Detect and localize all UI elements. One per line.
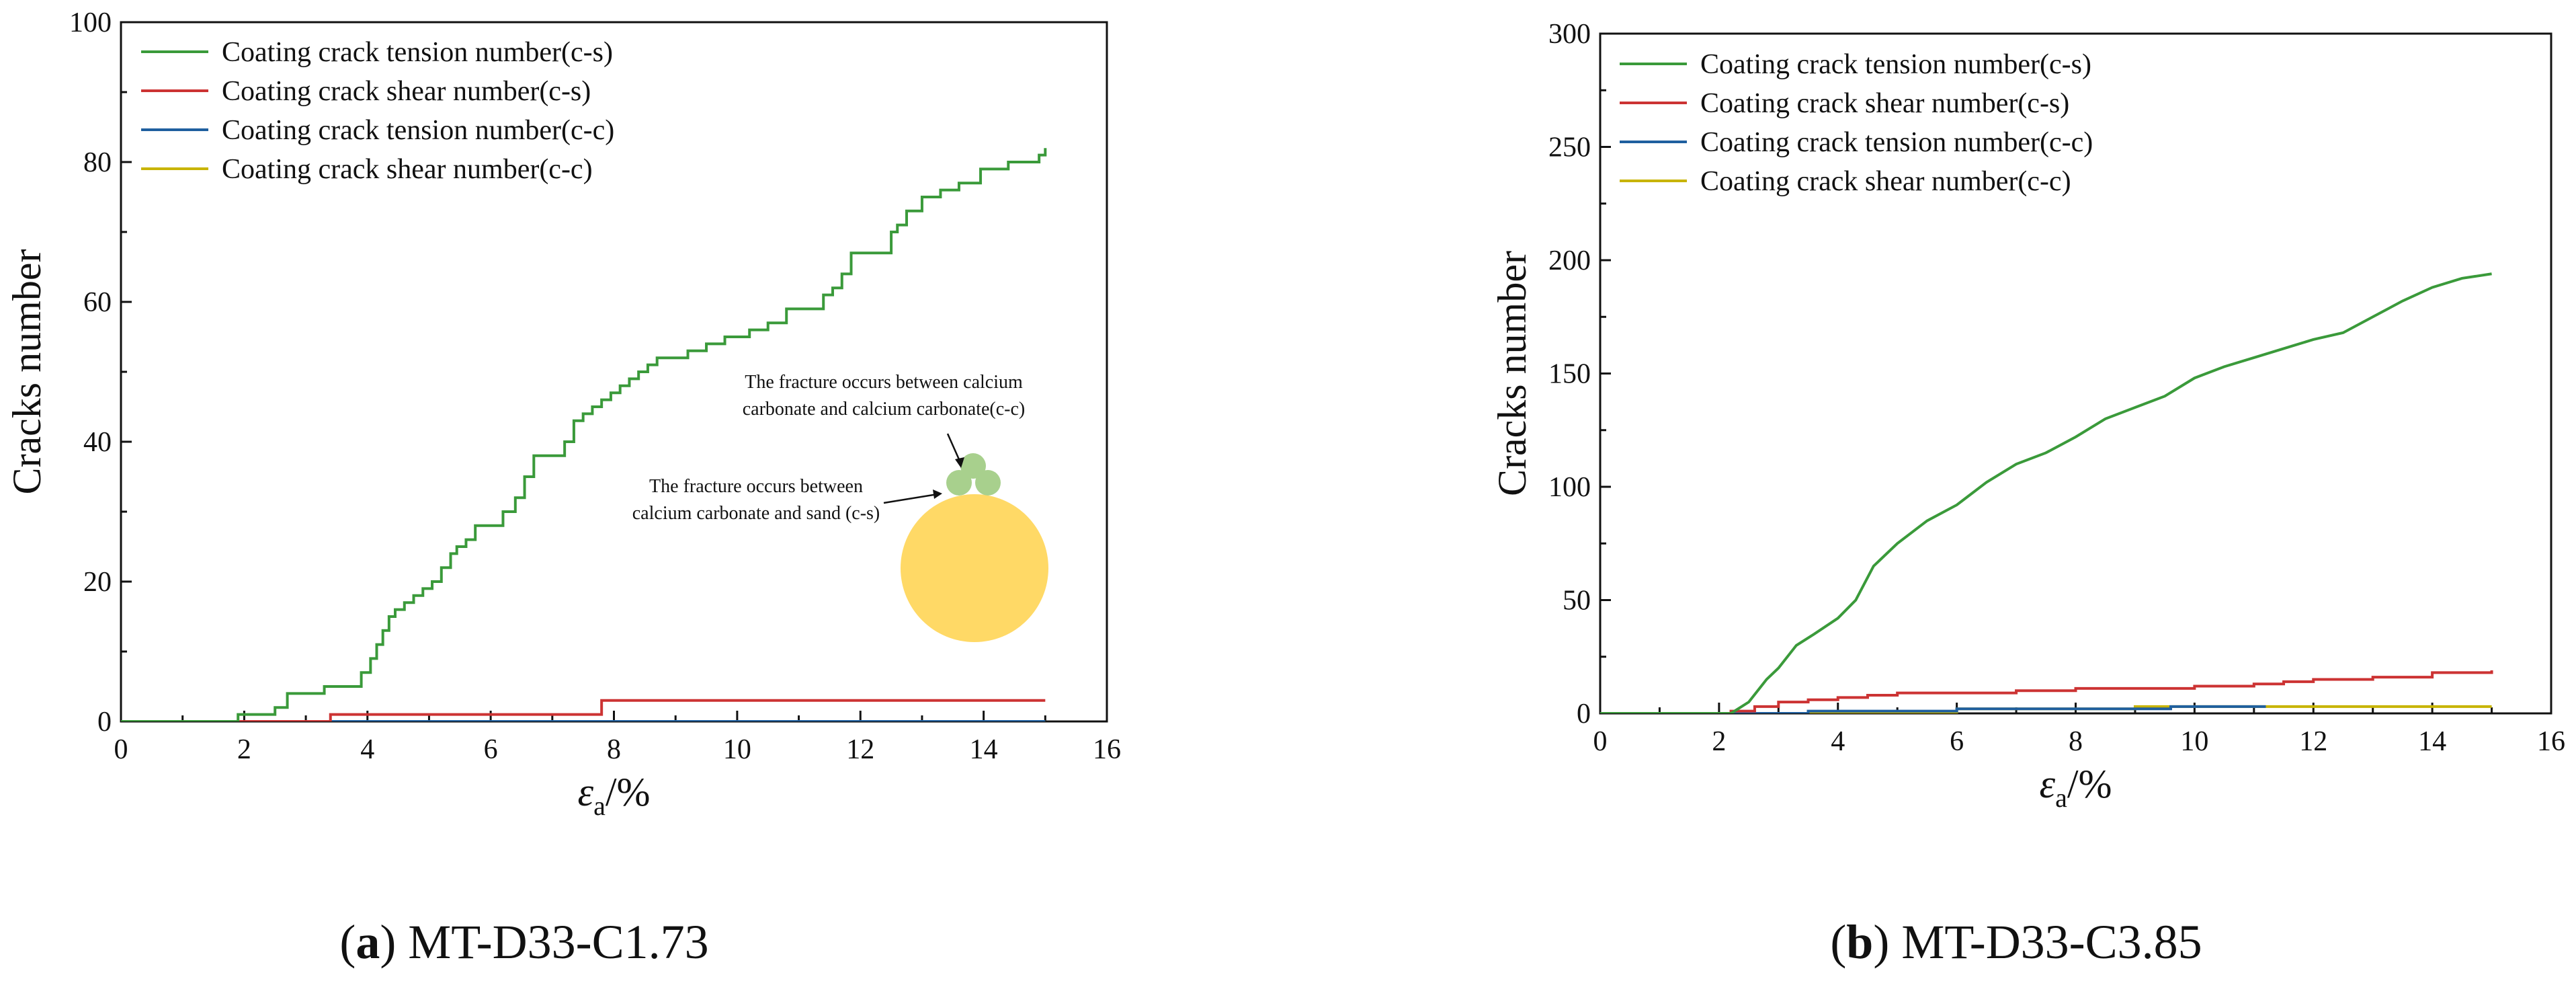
caption-paren-open: ( bbox=[1830, 915, 1846, 969]
y-tick-label: 60 bbox=[83, 287, 112, 318]
carbonate-particle-icon bbox=[960, 453, 986, 479]
x-tick-label: 0 bbox=[1593, 726, 1608, 757]
x-tick-label: 6 bbox=[484, 734, 498, 765]
x-tick-label: 6 bbox=[1950, 726, 1964, 757]
x-axis-label-unit: /% bbox=[2067, 762, 2112, 806]
x-tick-label: 0 bbox=[114, 734, 128, 765]
annotation-cc-line1: The fracture occurs between calcium bbox=[745, 372, 1023, 393]
caption-text: ) MT-D33-C1.73 bbox=[380, 915, 708, 969]
series-lines bbox=[1600, 272, 2493, 713]
arrow-line-cs bbox=[883, 493, 938, 504]
x-tick-label: 2 bbox=[237, 734, 251, 765]
y-axis-label: Cracks number bbox=[5, 249, 49, 495]
y-tick-label: 20 bbox=[83, 567, 112, 598]
figure-caption: (b) MT-D33-C3.85 bbox=[1830, 915, 2202, 969]
legend: Coating crack tension number(c-s) Coating… bbox=[1620, 49, 2093, 197]
series-line-coating-crack-tension-number-c-c- bbox=[1600, 705, 2266, 713]
x-tick-label: 14 bbox=[970, 734, 998, 765]
x-axis-label-subscript: a bbox=[2055, 783, 2067, 813]
x-axis-label-symbol: ε bbox=[2039, 762, 2055, 806]
x-tick-label: 4 bbox=[1831, 726, 1845, 757]
x-axis-label-symbol: ε bbox=[577, 770, 593, 814]
caption-text: ) MT-D33-C3.85 bbox=[1873, 915, 2202, 969]
x-tick-label: 12 bbox=[2299, 726, 2327, 757]
y-tick-label: 80 bbox=[83, 147, 112, 178]
y-tick-label: 250 bbox=[1548, 132, 1591, 163]
chart-panel-b: 0 2 4 6 8 10 12 14 16 0 50 100 150 200 250 300 εa/% Crack… bbox=[1490, 19, 2565, 969]
series-line-coating-crack-shear-number-c-s- bbox=[121, 699, 1046, 721]
x-tick-label: 8 bbox=[2069, 726, 2083, 757]
legend-entry-label: Coating crack tension number(c-c) bbox=[222, 115, 614, 146]
legend: Coating crack tension number(c-s) Coating… bbox=[141, 37, 614, 185]
legend-entry-label: Coating crack shear number(c-s) bbox=[1700, 88, 2069, 119]
caption-letter: a bbox=[356, 915, 380, 969]
annotation-cs-line1: The fracture occurs between bbox=[649, 476, 863, 497]
y-tick-label: 200 bbox=[1548, 245, 1591, 276]
series-lines bbox=[121, 148, 1047, 721]
x-axis-label: εa/% bbox=[2039, 762, 2112, 813]
y-tick-label: 150 bbox=[1548, 359, 1591, 390]
x-tick-label: 16 bbox=[1093, 734, 1121, 765]
x-axis-label: εa/% bbox=[577, 770, 650, 821]
y-tick-label: 40 bbox=[83, 427, 112, 458]
x-tick-label: 10 bbox=[2180, 726, 2208, 757]
legend-entry-label: Coating crack tension number(c-s) bbox=[222, 37, 613, 68]
x-tick-label: 8 bbox=[607, 734, 621, 765]
x-tick-label: 4 bbox=[360, 734, 374, 765]
y-tick-label: 0 bbox=[97, 707, 112, 738]
x-axis-label-subscript: a bbox=[593, 791, 606, 821]
y-tick-label: 50 bbox=[1563, 586, 1591, 617]
y-tick-label: 100 bbox=[69, 7, 112, 38]
legend-entry-label: Coating crack shear number(c-c) bbox=[222, 154, 593, 185]
series-line-coating-crack-shear-number-c-s- bbox=[1600, 670, 2493, 713]
arrow-head-cc bbox=[955, 457, 964, 468]
x-axis-label-unit: /% bbox=[606, 770, 651, 814]
y-axis-label: Cracks number bbox=[1490, 251, 1534, 496]
annotation-cc-line2: carbonate and calcium carbonate(c-c) bbox=[743, 399, 1026, 420]
carbonate-particle-icon bbox=[975, 470, 1001, 496]
caption-paren-open: ( bbox=[339, 915, 356, 969]
x-tick-label: 16 bbox=[2537, 726, 2565, 757]
figure-caption: (a) MT-D33-C1.73 bbox=[339, 915, 708, 969]
axis-ticks: 0 2 4 6 8 10 12 14 16 0 50 100 150 200 250 300 bbox=[1548, 19, 2565, 757]
x-tick-label: 14 bbox=[2418, 726, 2446, 757]
sand-particle-icon bbox=[901, 494, 1048, 642]
x-tick-label: 2 bbox=[1712, 726, 1726, 757]
x-tick-label: 12 bbox=[846, 734, 874, 765]
arrow-head-cs bbox=[933, 489, 942, 499]
legend-entry-label: Coating crack shear number(c-s) bbox=[222, 76, 591, 107]
annotation-cs-line2: calcium carbonate and sand (c-s) bbox=[632, 503, 880, 524]
y-tick-label: 0 bbox=[1577, 699, 1591, 730]
series-line-coating-crack-tension-number-c-s- bbox=[1600, 272, 2492, 713]
x-tick-label: 10 bbox=[723, 734, 751, 765]
y-tick-label: 100 bbox=[1548, 472, 1591, 503]
carbonate-particle-icon bbox=[946, 470, 972, 496]
legend-entry-label: Coating crack shear number(c-c) bbox=[1700, 166, 2071, 197]
axis-ticks: 0 2 4 6 8 10 12 14 16 0 20 40 60 80 100 bbox=[69, 7, 1121, 765]
caption-letter: b bbox=[1846, 915, 1873, 969]
fracture-illustration: The fracture occurs between calcium carbo… bbox=[632, 372, 1048, 642]
legend-entry-label: Coating crack tension number(c-c) bbox=[1700, 127, 2093, 158]
legend-entry-label: Coating crack tension number(c-s) bbox=[1700, 49, 2091, 80]
series-line-coating-crack-tension-number-c-s- bbox=[121, 148, 1047, 721]
y-tick-label: 300 bbox=[1548, 19, 1591, 50]
